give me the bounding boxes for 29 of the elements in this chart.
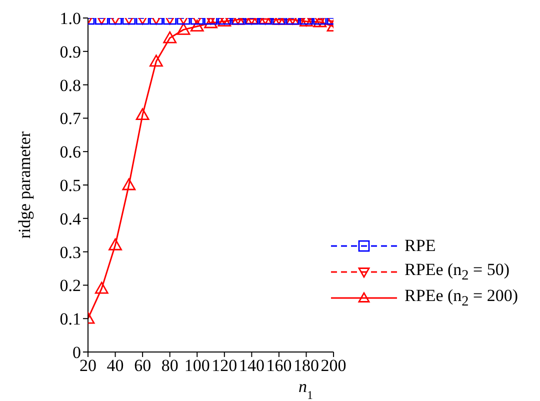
- x-tick-label: 120: [212, 356, 238, 376]
- x-tick-label: 100: [184, 356, 210, 376]
- point: [122, 178, 136, 190]
- y-tick-label: 0.1: [60, 310, 81, 329]
- y-tick-label: 0.4: [60, 209, 82, 228]
- x-tick-label: 140: [238, 356, 264, 376]
- y-tick-label: 1.0: [60, 9, 81, 28]
- x-tick-label: 60: [134, 356, 152, 376]
- x-tick-label: 20: [80, 356, 96, 376]
- x-tick-label: 160: [266, 356, 292, 376]
- y-tick-label: 0: [72, 343, 81, 362]
- y-axis-title: ridge parameter: [15, 131, 34, 239]
- legend-label: RPEe (n$_{2}$ = 50): [404, 260, 510, 284]
- point: [94, 282, 108, 294]
- y-tick-label: 0.8: [60, 76, 81, 95]
- y-tick-label: 0.7: [60, 109, 82, 128]
- x-tick-label: 40: [106, 356, 124, 376]
- x-tick-label: 80: [161, 356, 178, 376]
- y-tick-label: 0.2: [60, 276, 81, 296]
- y-tick-label: 0.3: [60, 242, 81, 262]
- x-tick-label: 200: [320, 356, 346, 376]
- y-tick-label: 0.6: [60, 142, 81, 162]
- x-axis-title: n$_{1}$: [298, 377, 314, 401]
- legend-label: RPEe (n$_{2}$ = 200): [404, 286, 518, 310]
- y-tick-label: 0.9: [60, 42, 81, 62]
- legend-label: RPE: [404, 236, 436, 256]
- y-tick-label: 0.5: [60, 176, 81, 196]
- x-tick-label: 180: [294, 356, 319, 376]
- point: [108, 238, 122, 250]
